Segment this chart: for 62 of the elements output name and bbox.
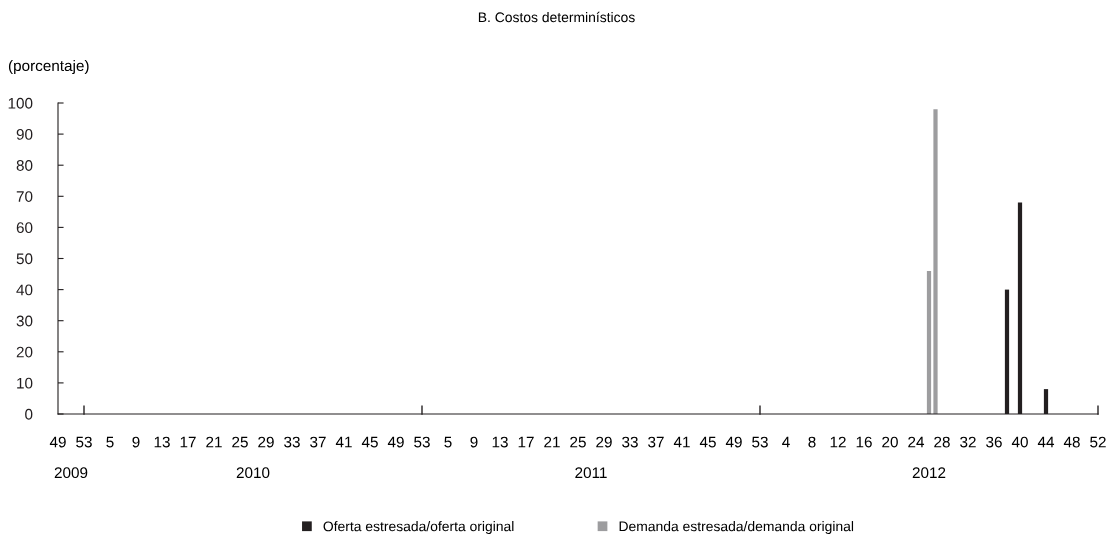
x-tick-label: 5 (444, 436, 452, 448)
x-tick-label: 4 (782, 436, 790, 448)
x-tick-label: 33 (284, 436, 300, 448)
x-tick-label: 20 (882, 436, 898, 448)
bar (926, 270, 932, 414)
x-tick-label: 44 (1037, 436, 1055, 448)
x-tick-label: 25 (570, 436, 586, 448)
x-tick-label: 29 (258, 436, 274, 448)
x-tick-label: 41 (335, 436, 352, 448)
x-tick-label: 21 (544, 436, 560, 448)
x-tick-label: 17 (518, 436, 534, 448)
x-tick-label: 29 (596, 436, 612, 448)
y-axis-title: (porcentaje) (8, 59, 89, 75)
x-tick-label: 25 (232, 436, 248, 448)
x-tick-label: 33 (622, 436, 638, 448)
x-tick-label: 5 (106, 436, 114, 448)
y-tick-label: 90 (16, 128, 33, 140)
x-tick-label: 8 (808, 436, 816, 448)
x-tick-label: 36 (986, 436, 1002, 448)
y-tick-label: 0 (25, 408, 33, 420)
x-tick-label: 13 (492, 436, 508, 448)
x-tick-label: 9 (132, 436, 140, 448)
text: 2010 (236, 467, 270, 479)
x-tick-label: 49 (387, 436, 404, 448)
x-tick-label: 17 (180, 436, 196, 448)
x-tick-label: 52 (1090, 436, 1106, 448)
x-tick-label: 49 (49, 436, 66, 448)
y-tick-label: 100 (8, 97, 33, 109)
legend-label: Demanda estresada/demanda original (619, 521, 854, 534)
y-tick-label: 30 (16, 315, 33, 327)
x-tick-label: 21 (206, 436, 222, 448)
y-tick-label: 10 (17, 377, 33, 389)
x-tick-label: 49 (725, 436, 742, 448)
x-tick-label: 53 (414, 436, 430, 448)
x-tick-label: 41 (673, 436, 690, 448)
x-tick-label: 48 (1063, 436, 1080, 448)
text: 2011 (575, 467, 607, 479)
text: 2009 (54, 467, 88, 479)
x-tick-label: 37 (648, 436, 664, 448)
x-tick-label: 13 (154, 436, 170, 448)
y-tick-label: 60 (16, 222, 33, 234)
x-tick-label: 12 (830, 436, 846, 448)
chart-title: B. Costos determinísticos (478, 11, 635, 23)
x-tick-label: 53 (752, 436, 768, 448)
x-tick-label: 53 (76, 436, 92, 448)
y-tick-label: 40 (16, 284, 33, 296)
x-tick-label: 45 (699, 436, 716, 448)
x-tick-label: 40 (1011, 436, 1028, 448)
x-tick-label: 24 (908, 436, 925, 448)
y-tick-label: 80 (16, 160, 33, 171)
y-tick-label: 20 (16, 346, 33, 358)
y-tick-label: 70 (16, 191, 33, 202)
text: 2012 (912, 467, 946, 479)
y-tick-label: 50 (16, 253, 33, 265)
x-tick-label: 28 (934, 436, 950, 448)
x-tick-label: 32 (960, 436, 976, 448)
x-tick-label: 16 (856, 436, 872, 448)
x-tick-label: 45 (361, 436, 378, 448)
legend-label: Oferta estresada/oferta original (323, 521, 514, 534)
x-tick-label: 9 (470, 436, 478, 448)
bar (933, 109, 938, 414)
x-tick-label: 37 (310, 436, 326, 448)
